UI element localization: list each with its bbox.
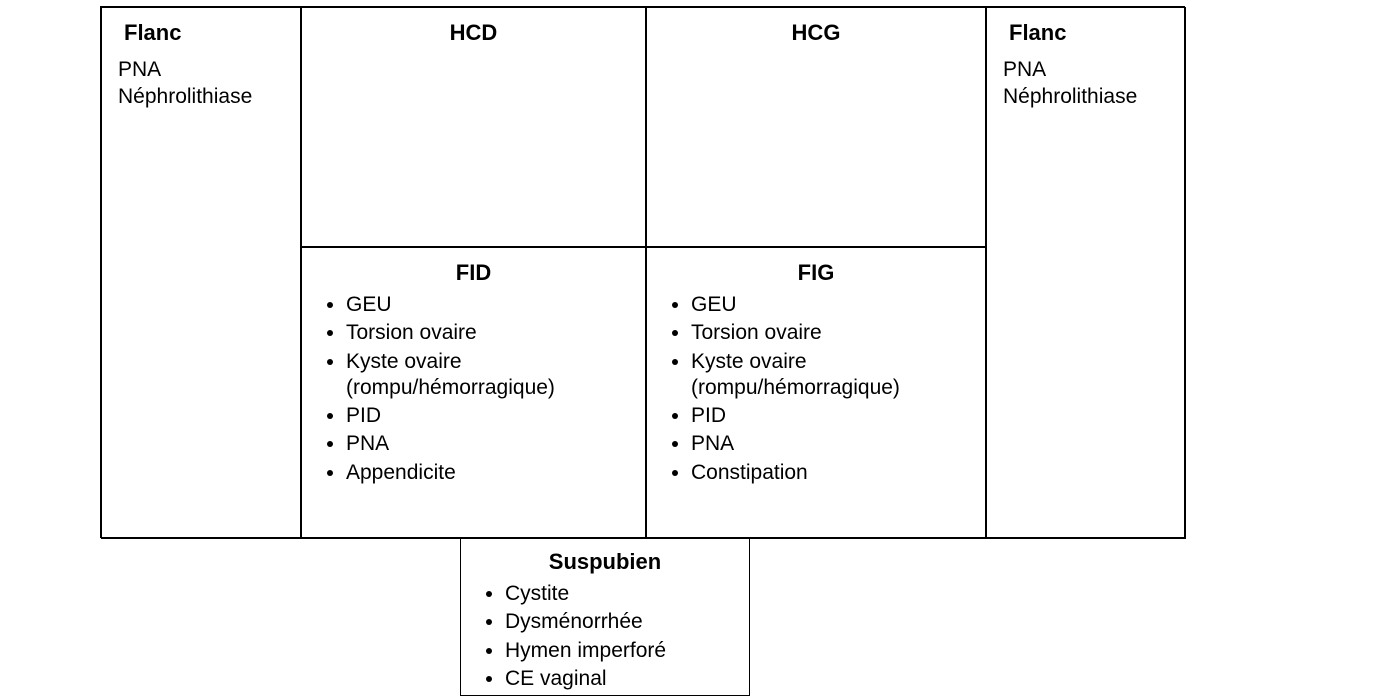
cell-title: HCG (663, 20, 969, 46)
cell-title: Suspubien (477, 549, 733, 575)
abdomen-grid: Flanc PNANéphrolithiase HCD HCG Flanc PN… (100, 6, 1185, 538)
list-item: GEU (691, 292, 969, 318)
cell-hcg: HCG (646, 7, 986, 247)
cell-items: GEUTorsion ovaire Kyste ovaire (rompu/hém… (318, 292, 629, 486)
cell-suspubien: Suspubien CystiteDysménorrhée Hymen imper… (460, 538, 750, 696)
cell-title: FIG (663, 260, 969, 286)
list-item: Dysménorrhée (505, 609, 733, 635)
list-item: PID (691, 403, 969, 429)
list-item: Hymen imperforé (505, 638, 733, 664)
list-item: GEU (346, 292, 629, 318)
line-item: PNA (1003, 56, 1169, 83)
list-item: Cystite (505, 581, 733, 607)
list-item: Torsion ovaire (691, 320, 969, 346)
cell-items: GEUTorsion ovaire Kyste ovaire (rompu/hém… (663, 292, 969, 486)
list-item: Torsion ovaire (346, 320, 629, 346)
cell-fig: FIG GEUTorsion ovaire Kyste ovaire (rompu… (646, 247, 986, 539)
list-item: Kyste ovaire (rompu/hémorragique) (346, 349, 629, 402)
list-item: CE vaginal (505, 666, 733, 692)
list-item: Appendicite (346, 460, 629, 486)
cell-lines: PNANéphrolithiase (118, 56, 284, 111)
line-item: Néphrolithiase (118, 83, 284, 110)
cell-items: CystiteDysménorrhée Hymen imperforéCE vag… (477, 581, 733, 692)
line-item: PNA (118, 56, 284, 83)
diagram-canvas: Flanc PNANéphrolithiase HCD HCG Flanc PN… (0, 0, 1400, 700)
cell-fid: FID GEUTorsion ovaire Kyste ovaire (rompu… (301, 247, 646, 539)
line-item: Néphrolithiase (1003, 83, 1169, 110)
list-item: PID (346, 403, 629, 429)
list-item: Constipation (691, 460, 969, 486)
cell-lines: PNANéphrolithiase (1003, 56, 1169, 111)
list-item: Kyste ovaire (rompu/hémorragique) (691, 349, 969, 402)
cell-title: FID (318, 260, 629, 286)
cell-title: Flanc (118, 20, 284, 46)
cell-title: Flanc (1003, 20, 1169, 46)
cell-hcd: HCD (301, 7, 646, 247)
list-item: PNA (346, 431, 629, 457)
cell-title: HCD (318, 20, 629, 46)
list-item: PNA (691, 431, 969, 457)
cell-flanc-right: Flanc PNANéphrolithiase (986, 7, 1186, 539)
cell-flanc-left: Flanc PNANéphrolithiase (101, 7, 301, 539)
